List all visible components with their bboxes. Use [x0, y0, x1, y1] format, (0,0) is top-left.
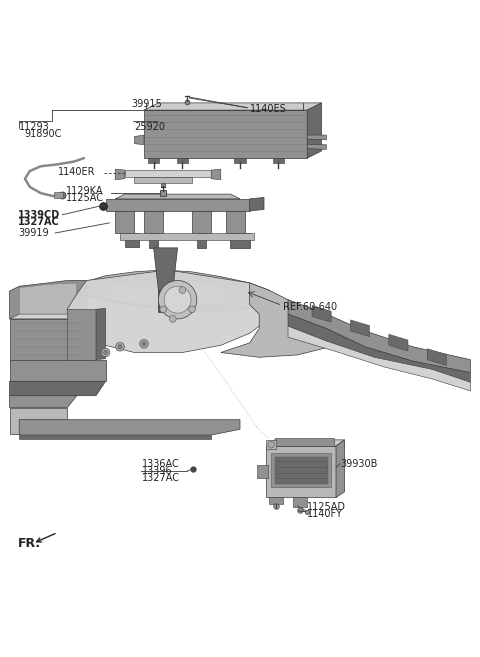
Polygon shape — [106, 285, 226, 304]
Text: 1140FY: 1140FY — [307, 509, 343, 519]
Polygon shape — [86, 279, 240, 307]
Polygon shape — [266, 440, 345, 446]
Polygon shape — [312, 306, 331, 323]
Polygon shape — [10, 314, 96, 319]
Polygon shape — [234, 158, 246, 163]
Polygon shape — [389, 334, 408, 351]
Polygon shape — [67, 270, 278, 311]
Polygon shape — [148, 158, 159, 163]
Text: 1336AC: 1336AC — [142, 459, 180, 469]
Polygon shape — [293, 497, 307, 507]
Polygon shape — [257, 465, 268, 478]
Circle shape — [160, 306, 167, 313]
Polygon shape — [115, 169, 125, 180]
Polygon shape — [336, 440, 345, 497]
Polygon shape — [125, 170, 211, 177]
Text: 39930B: 39930B — [341, 459, 378, 469]
Polygon shape — [273, 158, 284, 163]
Polygon shape — [144, 110, 307, 158]
Polygon shape — [288, 300, 470, 373]
Circle shape — [101, 348, 110, 357]
Polygon shape — [288, 326, 470, 391]
Polygon shape — [10, 408, 67, 434]
Polygon shape — [350, 320, 370, 336]
Polygon shape — [54, 193, 63, 198]
Polygon shape — [177, 158, 188, 163]
Text: 1140ER: 1140ER — [58, 167, 95, 177]
Polygon shape — [19, 283, 77, 317]
Polygon shape — [269, 497, 283, 504]
Circle shape — [116, 342, 124, 351]
Polygon shape — [96, 308, 106, 359]
Circle shape — [268, 442, 275, 448]
Polygon shape — [10, 319, 86, 362]
Text: 91890C: 91890C — [24, 129, 61, 139]
Polygon shape — [149, 233, 158, 248]
Polygon shape — [115, 194, 240, 199]
Circle shape — [142, 342, 146, 346]
Polygon shape — [106, 199, 250, 211]
Text: REF.60-640: REF.60-640 — [283, 302, 337, 312]
Circle shape — [189, 306, 195, 313]
Polygon shape — [226, 211, 245, 233]
Text: 1140ES: 1140ES — [250, 104, 287, 114]
Polygon shape — [250, 198, 264, 211]
Text: 39915: 39915 — [131, 99, 162, 108]
Polygon shape — [19, 435, 211, 439]
Polygon shape — [10, 381, 106, 396]
Text: 11293: 11293 — [19, 122, 50, 132]
Polygon shape — [307, 145, 326, 149]
Text: 1125AC: 1125AC — [66, 193, 104, 203]
Polygon shape — [67, 309, 96, 359]
Polygon shape — [120, 233, 254, 240]
Polygon shape — [275, 457, 328, 484]
Text: 39919: 39919 — [18, 228, 49, 238]
Polygon shape — [154, 248, 178, 290]
Polygon shape — [158, 290, 173, 311]
Polygon shape — [307, 135, 326, 140]
Polygon shape — [144, 211, 163, 233]
Text: 1125AD: 1125AD — [307, 502, 346, 512]
Polygon shape — [197, 233, 206, 248]
Text: FR.: FR. — [18, 537, 41, 550]
Text: 1327AC: 1327AC — [18, 217, 60, 227]
Polygon shape — [19, 420, 240, 435]
Circle shape — [104, 351, 108, 354]
Polygon shape — [115, 211, 134, 233]
Polygon shape — [192, 211, 211, 233]
Polygon shape — [427, 349, 446, 365]
Polygon shape — [221, 283, 336, 357]
Text: 25920: 25920 — [134, 122, 166, 132]
Polygon shape — [266, 446, 336, 497]
Polygon shape — [230, 233, 250, 248]
Polygon shape — [144, 103, 322, 110]
Polygon shape — [271, 438, 334, 446]
Polygon shape — [271, 453, 331, 487]
Polygon shape — [10, 281, 86, 319]
Polygon shape — [10, 359, 106, 381]
Text: 1327AC: 1327AC — [142, 473, 180, 484]
Polygon shape — [67, 270, 269, 353]
Polygon shape — [266, 440, 276, 449]
Text: 1129KA: 1129KA — [66, 186, 104, 196]
Polygon shape — [134, 177, 192, 183]
Circle shape — [169, 315, 176, 323]
Text: 13396: 13396 — [142, 466, 172, 476]
Circle shape — [158, 281, 197, 319]
Polygon shape — [307, 103, 322, 158]
Text: 1339CD: 1339CD — [18, 210, 60, 219]
Circle shape — [179, 286, 186, 294]
Polygon shape — [211, 169, 221, 180]
Polygon shape — [10, 396, 77, 408]
Polygon shape — [125, 233, 139, 247]
Circle shape — [140, 340, 148, 348]
Circle shape — [118, 345, 122, 349]
Polygon shape — [288, 314, 470, 382]
Polygon shape — [134, 135, 144, 145]
Circle shape — [164, 286, 191, 313]
